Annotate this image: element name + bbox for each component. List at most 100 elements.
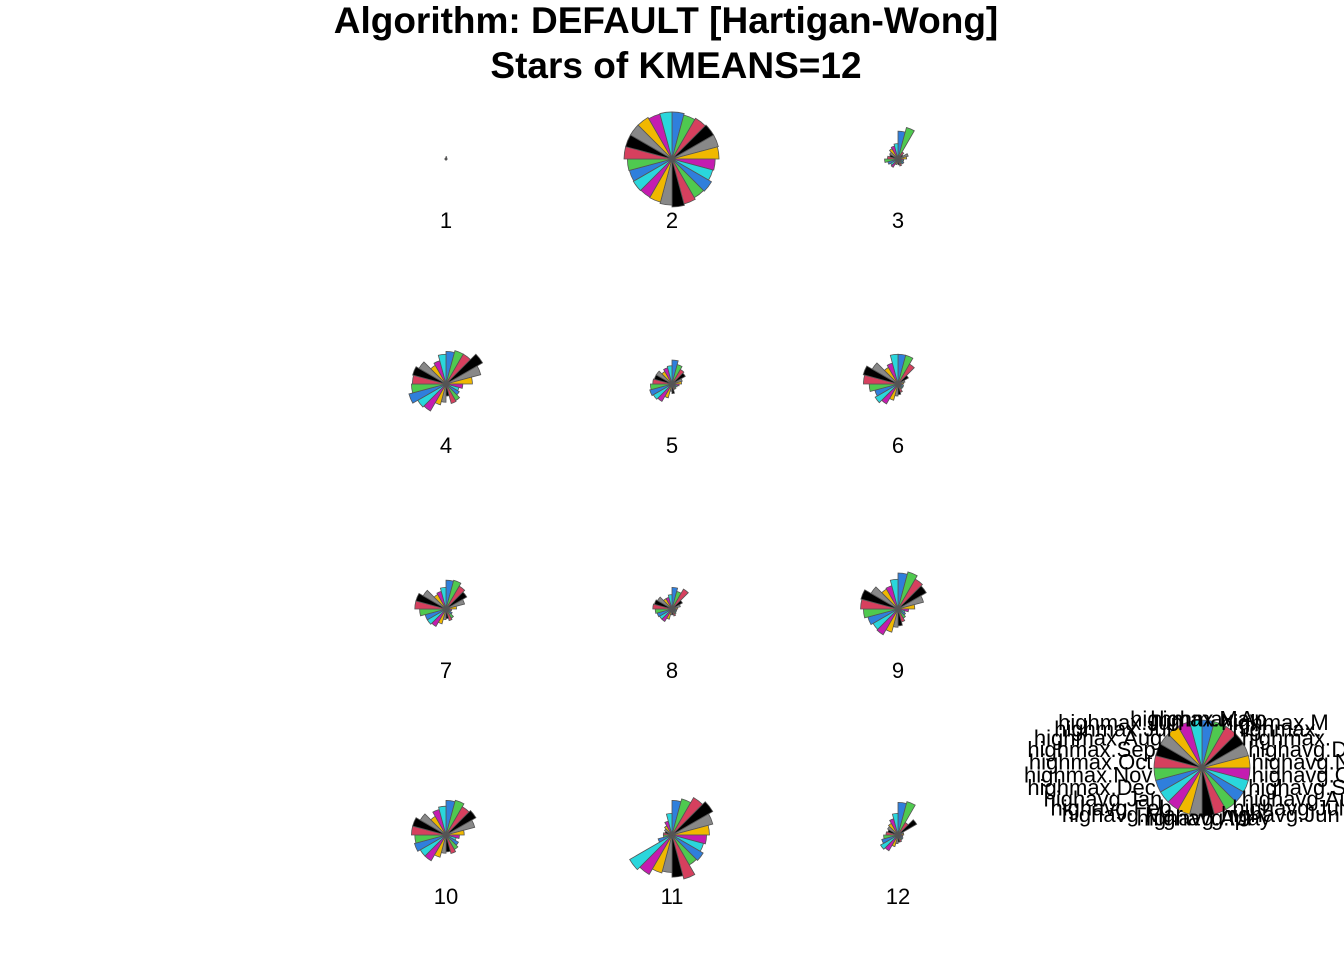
cluster-11-segment-12: [671, 834, 684, 878]
cluster-9-segment-24: [889, 578, 899, 610]
key-variable-label: highmax.Jul: [1054, 716, 1171, 741]
cluster-11-segment-17: [657, 834, 673, 843]
cluster-10-segment-17: [413, 834, 447, 852]
cluster-7-segment-11: [445, 608, 453, 622]
cluster-6-segment-3: [897, 363, 915, 385]
cluster-10-segment-24: [438, 805, 447, 836]
key-variable-label: highmax.: [1242, 726, 1331, 751]
cluster-5-segment-3: [671, 368, 685, 385]
cluster-12-segment-4: [897, 819, 918, 836]
cluster-8-segment-11: [671, 608, 677, 617]
key-variable-label: highmax.Jun: [1058, 710, 1183, 735]
key-star: highmax.Aphighmax.Mhighmax.highmax.higha…: [1024, 706, 1344, 830]
cluster-stars: 1 2 34 5 67 8 910 11 12: [408, 111, 927, 909]
cluster-10-segment-21: [419, 813, 447, 836]
cluster-7-segment-3: [445, 585, 466, 610]
cluster-label: 6: [892, 433, 904, 458]
cluster-6-segment-16: [874, 383, 899, 404]
cluster-7-segment-6: [445, 605, 457, 610]
cluster-star-12: 12: [879, 801, 918, 909]
cluster-11-segment-9: [671, 834, 704, 862]
cluster-2-segment-22: [637, 116, 673, 160]
cluster-star-1: 1: [440, 156, 452, 233]
key-variable-label: highavg.Aug: [1242, 786, 1344, 811]
cluster-3-segment-5: [897, 153, 909, 160]
cluster-5-segment-5: [671, 378, 683, 385]
cluster-5-segment-6: [671, 381, 683, 385]
cluster-4-segment-24: [437, 353, 447, 385]
key-variable-label: highmax.: [1232, 716, 1321, 741]
cluster-8-segment-24: [667, 594, 673, 610]
chart-title: Algorithm: DEFAULT [Hartigan-Wong]: [334, 0, 999, 41]
cluster-4-segment-18: [411, 383, 447, 394]
cluster-9-segment-6: [897, 604, 916, 610]
cluster-6-segment-5: [897, 379, 906, 385]
key-variable-label: highavg.Mar: [1062, 802, 1183, 827]
cluster-3-segment-6: [897, 156, 908, 160]
cluster-label: 4: [440, 433, 452, 458]
cluster-12-segment-2: [897, 801, 916, 836]
cluster-label: 11: [661, 884, 684, 909]
cluster-label: 7: [440, 658, 452, 683]
cluster-2-segment-9: [671, 158, 713, 192]
cluster-11-segment-6: [671, 824, 710, 836]
cluster-5-segment-21: [655, 370, 673, 385]
key-variable-label: highmax.Aug: [1034, 726, 1162, 751]
key-variable-label: highmax.M: [1221, 710, 1329, 735]
cluster-star-9: 9: [860, 571, 927, 683]
cluster-12-segment-18: [883, 834, 899, 840]
key-variable-label: highavg.Dec: [1248, 737, 1344, 762]
key-variable-label: highavg.Apr: [1137, 806, 1254, 831]
key-variable-label: highavg.Nov: [1252, 750, 1344, 775]
cluster-8-segment-3: [671, 588, 689, 610]
cluster-4-segment-17: [408, 383, 447, 404]
key-variable-label: highmax.Nov: [1024, 763, 1152, 788]
cluster-9-segment-20: [860, 589, 899, 610]
cluster-11-segment-24: [665, 812, 673, 836]
cluster-4-segment-4: [445, 353, 484, 385]
cluster-2-segment-24: [659, 111, 673, 160]
cluster-3-segment-24: [893, 143, 899, 160]
cluster-9-segment-3: [897, 578, 924, 610]
cluster-9-segment-2: [897, 571, 918, 610]
cluster-8-segment-21: [656, 596, 673, 610]
key-variable-label: highmax.Sep: [1027, 737, 1155, 762]
cluster-star-11: 11: [629, 797, 714, 909]
cluster-8-segment-5: [671, 604, 681, 610]
cluster-3-segment-11: [897, 158, 903, 167]
cluster-label: 1: [440, 208, 452, 233]
cluster-star-8: 8: [652, 586, 689, 683]
cluster-7-segment-5: [445, 598, 466, 610]
cluster-5-segment-17: [649, 383, 673, 397]
cluster-star-3: 3: [884, 126, 915, 233]
cluster-4-segment-21: [418, 361, 447, 385]
cluster-2-segment-5: [671, 134, 719, 160]
cluster-2-segment-16: [632, 158, 673, 192]
cluster-10-segment-4: [445, 809, 477, 836]
cluster-label: 9: [892, 658, 904, 683]
cluster-star-2: 2: [623, 111, 720, 233]
cluster-2-segment-6: [671, 146, 720, 160]
cluster-9-segment-4: [897, 585, 927, 610]
cluster-5-segment-24: [666, 365, 673, 385]
chart-subtitle: Stars of KMEANS=12: [490, 45, 861, 86]
key-variable-label: highmax.May: [1130, 706, 1261, 731]
cluster-star-4: 4: [408, 350, 484, 458]
cluster-5-segment-18: [649, 383, 673, 391]
cluster-2-segment-12: [671, 158, 685, 208]
cluster-6-segment-21: [871, 362, 899, 385]
cluster-12-segment-17: [881, 834, 899, 844]
key-variable-label: highmax.Ap: [1150, 706, 1266, 731]
cluster-4-segment-11: [445, 383, 457, 404]
cluster-6-segment-20: [862, 365, 899, 385]
cluster-star-7: 7: [414, 579, 468, 683]
cluster-label: 5: [666, 433, 678, 458]
key-variable-label: highmax.Oct: [1029, 750, 1153, 775]
cluster-11-segment-5: [671, 813, 714, 836]
key-variable-label: highavg.Jul: [1232, 796, 1343, 821]
key-variable-label: highavg.Jan: [1044, 786, 1163, 811]
key-segment-24: [1189, 719, 1203, 769]
cluster-9-segment-21: [870, 586, 899, 610]
cluster-12-segment-24: [891, 812, 899, 836]
key-variable-label: highavg.Oct: [1252, 763, 1344, 788]
